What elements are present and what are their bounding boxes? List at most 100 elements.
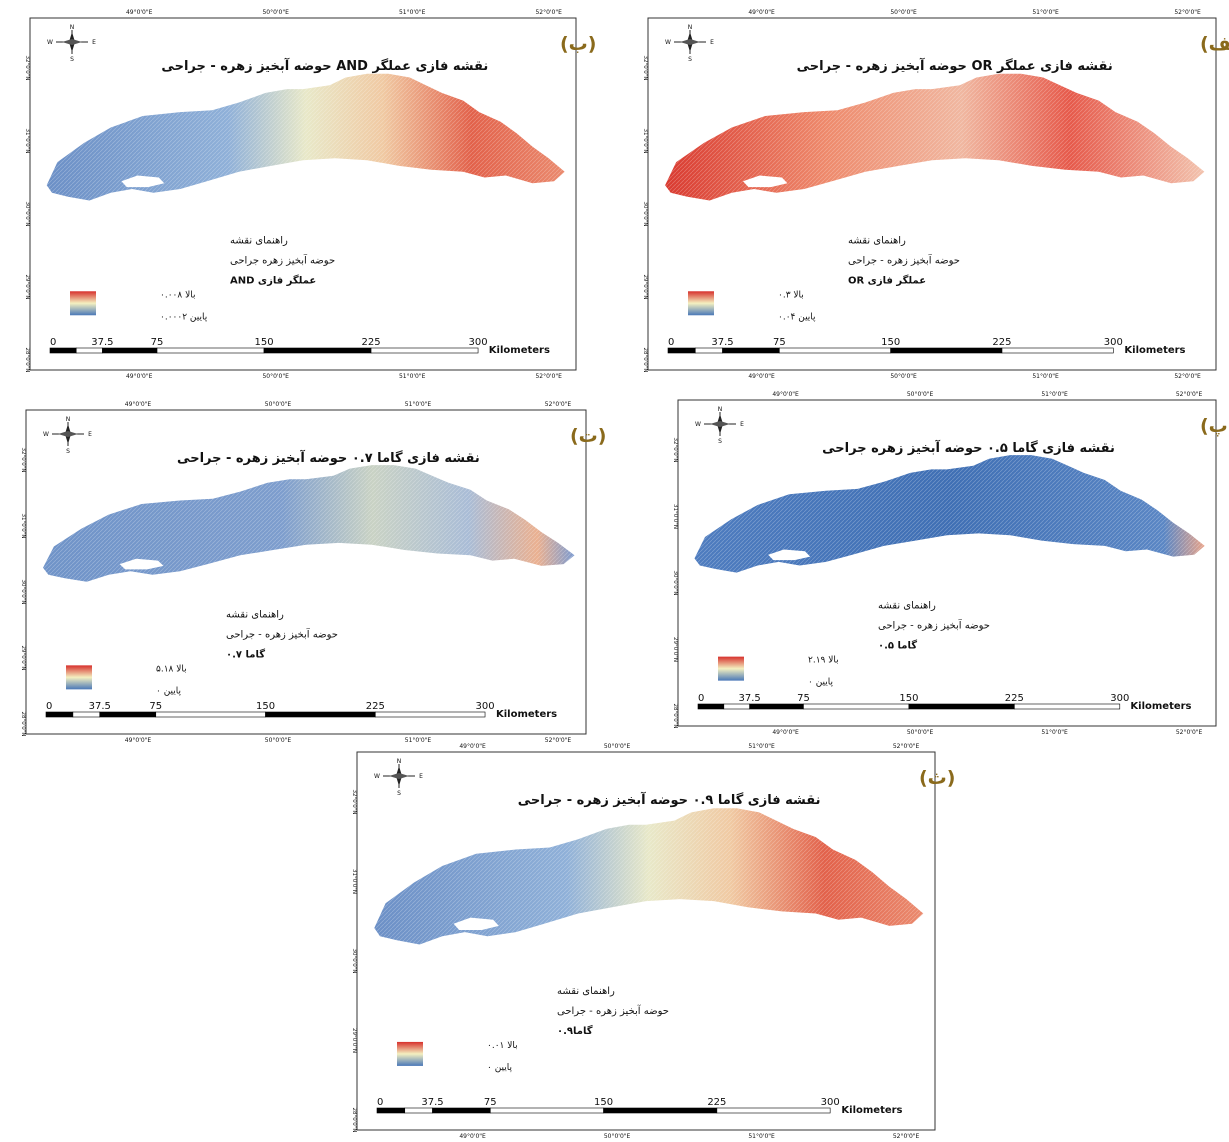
- lat-label: 30°0'0"N: [351, 949, 357, 974]
- lat-label: 31°0'0"N: [351, 869, 357, 894]
- north-arrow-icon: N S E W: [695, 406, 744, 445]
- legend-swatch: [397, 1041, 423, 1066]
- legend-low: پایین ۰.۰۴: [778, 312, 816, 322]
- north-label: N: [397, 758, 402, 765]
- legend-layer: عملگر فازی OR: [848, 273, 926, 286]
- legend-basin: حوضه آبخیز زهره - جراحی: [878, 619, 990, 632]
- basin-texture: [694, 455, 1205, 573]
- lake-cutout: [743, 175, 788, 188]
- lat-label: 29°0'0"N: [20, 646, 26, 671]
- lat-label: 32°0'0"N: [351, 790, 357, 815]
- scale-segment: [716, 1107, 831, 1114]
- legend-heading: راهنمای نقشه: [230, 235, 288, 246]
- lat-label: 29°0'0"N: [351, 1028, 357, 1053]
- scale-segment: [99, 711, 157, 718]
- scale-tick: 0: [698, 693, 704, 704]
- scale-tick: 37.5: [89, 701, 111, 712]
- map-legend: راهنمای نقشه حوضه آبخیز زهره - جراحی گاما …: [66, 609, 338, 696]
- lat-label: 31°0'0"N: [642, 129, 648, 154]
- scale-segment: [803, 703, 910, 710]
- lon-label-top: 52°0'0"E: [893, 743, 920, 750]
- scale-segment: [370, 347, 479, 354]
- legend-high: بالا ۰.۰۱: [487, 1041, 518, 1051]
- scale-tick: 0: [668, 337, 674, 348]
- legend-layer: گاما۰.۹: [557, 1024, 593, 1037]
- lon-label-top: 49°0'0"E: [459, 743, 486, 750]
- legend-layer: عملگر فازی AND: [230, 273, 316, 286]
- scale-tick: 37.5: [739, 693, 761, 704]
- scale-segment: [265, 711, 376, 718]
- scale-unit: Kilometers: [841, 1105, 902, 1116]
- lake-cutout: [121, 175, 165, 188]
- scale-segment: [49, 347, 77, 354]
- scale-tick: 0: [50, 337, 56, 348]
- scale-segment: [694, 347, 723, 354]
- map-title: نقشه فازی گاما ۰.۹ حوضه آبخیز زهره - جرا…: [518, 791, 821, 808]
- lon-label-top: 49°0'0"E: [126, 9, 153, 16]
- lon-label-top: 51°0'0"E: [1041, 391, 1068, 398]
- lat-label: 28°0'0"N: [672, 704, 678, 729]
- west-label: W: [695, 421, 701, 428]
- lake-cutout: [768, 549, 811, 561]
- scale-segment: [75, 347, 103, 354]
- lon-label-bottom: 49°0'0"E: [748, 373, 775, 380]
- lon-label-top: 52°0'0"E: [535, 9, 562, 16]
- north-label: N: [66, 416, 71, 423]
- north-arrow-icon: N S E W: [374, 758, 423, 797]
- lon-label-bottom: 50°0'0"E: [265, 737, 292, 744]
- north-arrow-icon: N S E W: [43, 416, 92, 455]
- scale-tick: 300: [469, 337, 488, 348]
- scale-tick: 150: [594, 1097, 613, 1108]
- scale-segment: [155, 711, 266, 718]
- scale-segment: [697, 703, 725, 710]
- north-arrow-icon: N S E W: [47, 24, 96, 63]
- scale-tick: 300: [1104, 337, 1123, 348]
- south-label: S: [688, 56, 692, 63]
- legend-basin: حوضه آبخیز زهره جراحی: [230, 253, 335, 266]
- scale-tick: 0: [46, 701, 52, 712]
- lon-label-bottom: 51°0'0"E: [1032, 373, 1059, 380]
- lat-label: 31°0'0"N: [672, 504, 678, 529]
- scale-tick: 150: [899, 693, 918, 704]
- scale-tick: 75: [149, 701, 162, 712]
- legend-low: پایین ۰.۰۰۰۲: [160, 312, 208, 322]
- north-arrow-icon: N S E W: [665, 24, 714, 63]
- panel-frame: [356, 751, 936, 1131]
- north-label: N: [718, 406, 723, 413]
- scale-segment: [376, 1107, 406, 1114]
- scale-tick: 225: [366, 701, 385, 712]
- south-label: S: [70, 56, 74, 63]
- legend-high: بالا ۰.۳: [778, 290, 804, 300]
- lon-label-top: 50°0'0"E: [907, 391, 934, 398]
- lat-label: 28°0'0"N: [24, 348, 30, 373]
- legend-heading: راهنمای نقشه: [557, 986, 615, 997]
- lat-label: 30°0'0"N: [642, 202, 648, 227]
- scale-segment: [404, 1107, 433, 1114]
- map-title: نقشه فازی عملگر AND حوضه آبخیز زهره - جر…: [161, 57, 488, 74]
- scale-tick: 75: [484, 1097, 497, 1108]
- lat-label: 29°0'0"N: [642, 275, 648, 300]
- lon-label-top: 51°0'0"E: [405, 401, 432, 408]
- panel-label: (ث): [919, 767, 955, 789]
- scale-segment: [102, 347, 158, 354]
- lat-label: 30°0'0"N: [20, 580, 26, 605]
- lat-label: 32°0'0"N: [642, 56, 648, 81]
- scale-segment: [723, 703, 750, 710]
- east-label: E: [710, 39, 714, 46]
- scale-segment: [722, 347, 780, 354]
- lat-label: 28°0'0"N: [20, 712, 26, 737]
- panel-label: (ت): [570, 425, 606, 447]
- lon-label-bottom: 52°0'0"E: [535, 373, 562, 380]
- east-label: E: [92, 39, 96, 46]
- scale-tick: 225: [1005, 693, 1024, 704]
- panel-label: (پ): [1200, 415, 1229, 437]
- legend-swatch: [66, 665, 92, 690]
- east-label: E: [740, 421, 744, 428]
- lon-label-bottom: 51°0'0"E: [1041, 729, 1068, 736]
- lon-label-top: 50°0'0"E: [265, 401, 292, 408]
- east-label: E: [88, 431, 92, 438]
- lon-label-bottom: 52°0'0"E: [893, 1133, 920, 1138]
- legend-high: بالا ۵.۱۸: [156, 664, 187, 674]
